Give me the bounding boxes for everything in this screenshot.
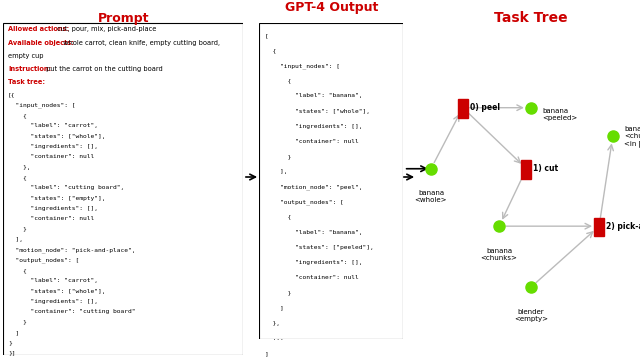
- Text: "ingredients": [],: "ingredients": [],: [8, 144, 98, 149]
- Text: ],: ],: [265, 169, 287, 174]
- Text: "container": null: "container": null: [8, 216, 94, 222]
- Text: "states": ["empty"],: "states": ["empty"],: [8, 196, 106, 201]
- Text: {: {: [265, 48, 276, 53]
- Text: "label": "cutting board",: "label": "cutting board",: [8, 185, 124, 190]
- Text: Instruction:: Instruction:: [8, 66, 51, 72]
- Text: 1) cut: 1) cut: [533, 164, 558, 173]
- FancyBboxPatch shape: [259, 23, 403, 339]
- Text: "container": null: "container": null: [265, 139, 358, 144]
- Text: {: {: [265, 215, 291, 220]
- Text: "output_nodes": [: "output_nodes": [: [8, 258, 79, 263]
- Text: [: [: [265, 33, 269, 38]
- Text: ]: ]: [8, 330, 19, 335]
- Text: ]: ]: [265, 351, 269, 356]
- Text: "motion_node": "peel",: "motion_node": "peel",: [265, 185, 362, 190]
- Text: ]: ]: [265, 306, 284, 311]
- Text: }: }: [265, 154, 291, 159]
- FancyBboxPatch shape: [594, 218, 604, 236]
- Text: "label": "banana",: "label": "banana",: [265, 93, 362, 98]
- Text: whole carrot, clean knife, empty cutting board,: whole carrot, clean knife, empty cutting…: [61, 39, 220, 46]
- Text: }: }: [8, 227, 27, 232]
- Text: }]: }]: [8, 350, 15, 355]
- Text: "container": "cutting board": "container": "cutting board": [8, 309, 136, 314]
- Text: put the carrot on the cutting board: put the carrot on the cutting board: [44, 66, 163, 72]
- Text: "states": ["whole"],: "states": ["whole"],: [8, 289, 106, 294]
- Text: "ingredients": [],: "ingredients": [],: [265, 124, 362, 129]
- FancyBboxPatch shape: [3, 23, 243, 355]
- Text: "ingredients": [],: "ingredients": [],: [8, 299, 98, 304]
- Text: {: {: [8, 113, 27, 118]
- Text: "output_nodes": [: "output_nodes": [: [265, 200, 344, 205]
- Text: Task tree:: Task tree:: [8, 79, 45, 85]
- Text: "container": null: "container": null: [8, 154, 94, 159]
- FancyBboxPatch shape: [458, 99, 468, 118]
- Text: ],: ],: [8, 237, 23, 242]
- Text: "ingredients": [],: "ingredients": [],: [8, 206, 98, 211]
- Text: }: }: [8, 320, 27, 325]
- Text: Available objects:: Available objects:: [8, 39, 74, 46]
- Text: banana
<chunks>
<in [blender]>: banana <chunks> <in [blender]>: [624, 126, 640, 147]
- Text: "input_nodes": [: "input_nodes": [: [8, 103, 76, 108]
- Text: "motion_node": "pick-and-place",: "motion_node": "pick-and-place",: [8, 247, 136, 253]
- FancyBboxPatch shape: [522, 160, 531, 179]
- Text: GPT-4 Output: GPT-4 Output: [285, 1, 378, 14]
- Text: "input_nodes": [: "input_nodes": [: [265, 63, 340, 69]
- Text: "label": "carrot",: "label": "carrot",: [8, 123, 98, 129]
- Text: cut, pour, mix, pick-and-place: cut, pour, mix, pick-and-place: [55, 26, 157, 32]
- Text: Task Tree: Task Tree: [494, 11, 568, 25]
- Text: }: }: [8, 340, 12, 345]
- Text: banana
<whole>: banana <whole>: [415, 190, 447, 203]
- Text: },: },: [8, 165, 31, 170]
- Text: "states": ["whole"],: "states": ["whole"],: [8, 134, 106, 139]
- Text: 0) peel: 0) peel: [470, 103, 500, 112]
- Text: ...: ...: [265, 336, 284, 341]
- Text: "states": ["peeled"],: "states": ["peeled"],: [265, 245, 374, 250]
- Text: "label": "carrot",: "label": "carrot",: [8, 278, 98, 283]
- Text: {: {: [8, 268, 27, 273]
- Text: "states": ["whole"],: "states": ["whole"],: [265, 109, 370, 114]
- Text: "label": "banana",: "label": "banana",: [265, 230, 362, 235]
- Text: empty cup: empty cup: [8, 53, 44, 59]
- Text: 2) pick-and-place: 2) pick-and-place: [606, 222, 640, 231]
- Text: "container": null: "container": null: [265, 275, 358, 280]
- Text: {: {: [265, 78, 291, 83]
- Text: banana
<chunks>: banana <chunks>: [481, 248, 518, 261]
- Text: [{: [{: [8, 93, 15, 98]
- Text: blender
<empty>: blender <empty>: [514, 309, 548, 322]
- Text: "ingredients": [],: "ingredients": [],: [265, 260, 362, 265]
- Text: Prompt: Prompt: [97, 13, 149, 25]
- Text: }: }: [265, 290, 291, 295]
- Text: banana
<peeled>: banana <peeled>: [542, 108, 577, 121]
- Text: {: {: [8, 175, 27, 180]
- Text: Allowed actions:: Allowed actions:: [8, 26, 69, 32]
- Text: },: },: [265, 321, 280, 326]
